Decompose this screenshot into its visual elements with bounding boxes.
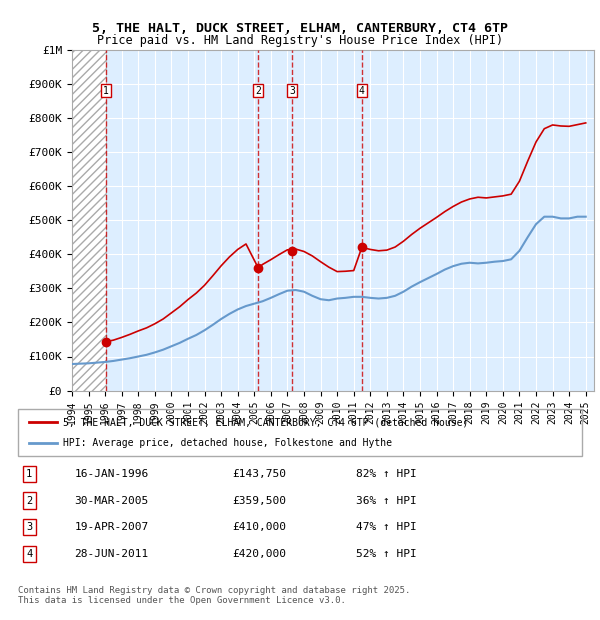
Text: £420,000: £420,000: [232, 549, 286, 559]
Text: 4: 4: [359, 86, 365, 95]
Text: 1: 1: [103, 86, 109, 95]
Text: £143,750: £143,750: [232, 469, 286, 479]
Text: HPI: Average price, detached house, Folkestone and Hythe: HPI: Average price, detached house, Folk…: [63, 438, 392, 448]
Text: 28-JUN-2011: 28-JUN-2011: [74, 549, 149, 559]
Text: 5, THE HALT, DUCK STREET, ELHAM, CANTERBURY, CT4 6TP (detached house): 5, THE HALT, DUCK STREET, ELHAM, CANTERB…: [63, 417, 469, 427]
Text: 19-APR-2007: 19-APR-2007: [74, 522, 149, 532]
Text: 30-MAR-2005: 30-MAR-2005: [74, 495, 149, 505]
Text: 1: 1: [26, 469, 32, 479]
Text: 2: 2: [26, 495, 32, 505]
Text: 82% ↑ HPI: 82% ↑ HPI: [356, 469, 417, 479]
Text: 47% ↑ HPI: 47% ↑ HPI: [356, 522, 417, 532]
Text: 4: 4: [26, 549, 32, 559]
Text: Contains HM Land Registry data © Crown copyright and database right 2025.
This d: Contains HM Land Registry data © Crown c…: [18, 586, 410, 605]
Text: 3: 3: [289, 86, 295, 95]
Text: £359,500: £359,500: [232, 495, 286, 505]
Bar: [72, 50, 106, 391]
Text: Price paid vs. HM Land Registry's House Price Index (HPI): Price paid vs. HM Land Registry's House …: [97, 34, 503, 47]
Text: 36% ↑ HPI: 36% ↑ HPI: [356, 495, 417, 505]
Text: 16-JAN-1996: 16-JAN-1996: [74, 469, 149, 479]
Text: 2: 2: [256, 86, 261, 95]
Text: 52% ↑ HPI: 52% ↑ HPI: [356, 549, 417, 559]
Text: £410,000: £410,000: [232, 522, 286, 532]
Text: 3: 3: [26, 522, 32, 532]
Text: 5, THE HALT, DUCK STREET, ELHAM, CANTERBURY, CT4 6TP: 5, THE HALT, DUCK STREET, ELHAM, CANTERB…: [92, 22, 508, 35]
